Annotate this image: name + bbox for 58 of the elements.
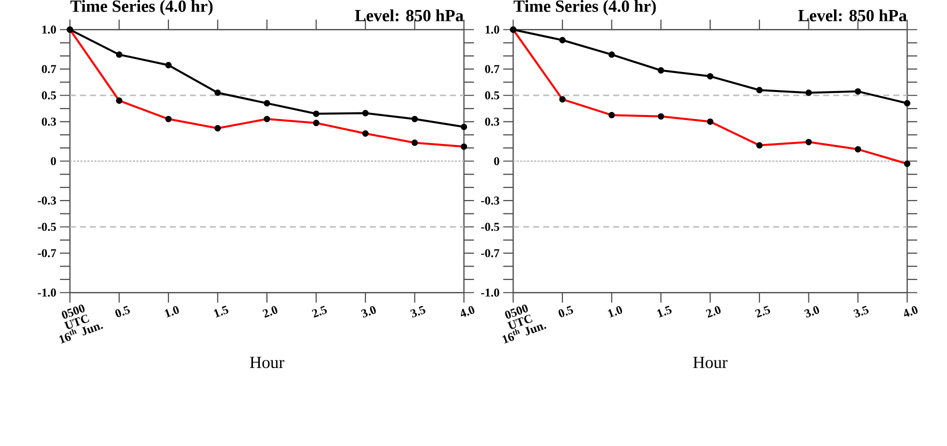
x-axis-title: Hour — [250, 356, 284, 368]
x-tick-label: 1.0 — [608, 306, 622, 318]
point — [854, 88, 862, 94]
x-tick-label: 3.5 — [854, 305, 869, 318]
point — [904, 100, 910, 106]
point — [116, 51, 122, 58]
x-tick-label: 1.5 — [657, 305, 672, 318]
x-tick-label: 0.5 — [115, 305, 130, 317]
x-axis-title: Hour — [693, 356, 728, 368]
point — [165, 62, 172, 68]
point — [608, 51, 615, 58]
x-tick-label: 2.5 — [755, 305, 770, 318]
point — [411, 116, 418, 122]
chart-title: Time Series (4.0 hr) — [514, 0, 656, 16]
y-tick-label: 0.5 — [485, 91, 500, 100]
y-tick-label: -0.5 — [38, 222, 56, 231]
point — [756, 86, 763, 94]
point — [658, 66, 664, 74]
x-tick-label: 1.5 — [214, 305, 228, 318]
y-tick-label: 0 — [50, 156, 56, 165]
x-tick-label: 3.0 — [361, 306, 376, 318]
chart-subtitle: Level: 850 hPa — [354, 9, 464, 22]
point — [264, 100, 270, 106]
point — [362, 110, 369, 116]
y-tick-label: 0 — [494, 156, 500, 165]
x-tick-label: 4.0 — [460, 306, 474, 316]
y-tick-label: 1.0 — [486, 25, 500, 34]
y-tick-label: -1.0 — [481, 288, 500, 296]
x-tick-label: 0500 UTC 16$^{th}$ Jun. — [502, 304, 546, 344]
x-tick-label: 4.0 — [904, 306, 918, 316]
x-tick-label: 1.0 — [164, 306, 179, 318]
x-tick-label: 2.0 — [262, 306, 278, 318]
point — [805, 89, 812, 96]
point — [559, 36, 566, 44]
point — [312, 110, 320, 117]
point — [706, 72, 714, 80]
y-tick-label: -0.5 — [481, 222, 500, 231]
y-tick-label: 0.3 — [485, 117, 500, 126]
y-tick-label: -1.0 — [38, 288, 56, 296]
point — [214, 89, 221, 96]
x-tick-label: 0500 UTC 16$^{th}$ Jun. — [59, 304, 103, 344]
chart-subtitle: Level: 850 hPa — [798, 9, 907, 22]
chart-title: Time Series (4.0 hr) — [70, 0, 213, 16]
y-tick-label: 1.0 — [42, 25, 56, 34]
x-tick-label: 3.5 — [410, 305, 426, 318]
y-tick-label: 0.7 — [485, 64, 500, 73]
y-tick-label: -0.7 — [38, 248, 56, 258]
y-tick-label: -0.7 — [481, 248, 500, 258]
y-tick-label: -0.3 — [481, 196, 500, 204]
x-tick-label: 2.0 — [706, 306, 721, 318]
y-tick-label: 0.3 — [42, 117, 56, 126]
x-tick-label: 2.5 — [312, 305, 327, 318]
x-tick-label: 3.0 — [804, 306, 820, 318]
point — [460, 123, 468, 130]
y-tick-label: 0.5 — [42, 91, 56, 100]
y-tick-label: -0.3 — [38, 196, 56, 204]
x-tick-label: 0.5 — [558, 305, 574, 317]
y-tick-label: 0.7 — [42, 64, 56, 73]
